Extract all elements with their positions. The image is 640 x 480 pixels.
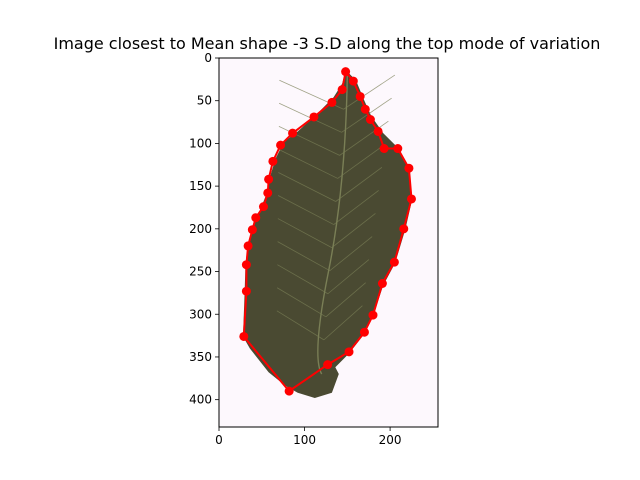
axes-frame xyxy=(218,57,439,428)
leaf-vein xyxy=(323,305,363,341)
landmark-point xyxy=(263,188,273,198)
landmark-point xyxy=(327,97,337,107)
landmark-point xyxy=(359,327,369,337)
leaf-vein xyxy=(329,236,373,271)
leaf-vein xyxy=(327,259,370,295)
landmark-outline xyxy=(242,70,413,393)
landmark-point xyxy=(241,286,251,296)
landmark-point xyxy=(241,260,251,270)
chart-title: Image closest to Mean shape -3 S.D along… xyxy=(54,34,601,53)
y-tick-label: 400 xyxy=(189,393,212,407)
landmark-point xyxy=(341,67,351,77)
landmark-point xyxy=(268,156,278,166)
landmark-point xyxy=(276,140,286,150)
landmark-point xyxy=(323,360,333,370)
landmark-point xyxy=(239,331,249,341)
landmark-point xyxy=(389,257,399,267)
y-tick-label: 250 xyxy=(189,265,212,279)
landmark-point xyxy=(393,144,403,154)
landmark-point xyxy=(404,163,414,173)
leaf-vein xyxy=(337,143,386,179)
leaf-vein xyxy=(339,120,389,156)
x-tick-label: 100 xyxy=(293,433,316,447)
leaf-vein xyxy=(325,282,366,318)
leaf-vein xyxy=(277,264,329,295)
landmark-point xyxy=(251,213,261,223)
landmark-point xyxy=(344,347,354,357)
landmark-point xyxy=(365,115,375,124)
landmark-point xyxy=(368,310,378,320)
leaf-vein xyxy=(277,241,331,272)
leaf-vein xyxy=(276,310,325,341)
x-tick-label: 0 xyxy=(215,433,223,447)
leaf-midrib xyxy=(317,75,348,375)
leaf-vein xyxy=(335,167,383,202)
leaf-vein xyxy=(277,218,332,248)
y-tick-label: 300 xyxy=(189,307,212,321)
landmark-point xyxy=(348,76,358,86)
landmark-point xyxy=(243,241,253,251)
plot-area: 0 100 200 0 50 100 150 200 250 300 350 400 xyxy=(189,51,439,447)
leaf-vein xyxy=(276,287,327,318)
y-tick-label: 350 xyxy=(189,350,212,364)
y-tick-label: 150 xyxy=(189,179,212,193)
landmark-point xyxy=(373,126,383,136)
landmark-point xyxy=(264,174,274,184)
landmark-point xyxy=(309,112,319,122)
y-tick-label: 0 xyxy=(204,51,212,65)
x-tick-label: 200 xyxy=(379,433,402,447)
y-tick-label: 50 xyxy=(197,94,212,108)
landmark-point xyxy=(360,104,370,114)
leaf-vein xyxy=(278,172,336,202)
landmark-point xyxy=(258,202,268,212)
y-tick-label: 200 xyxy=(189,222,212,236)
landmark-point xyxy=(406,194,416,204)
y-tick-label: 100 xyxy=(189,136,212,150)
leaf-vein xyxy=(333,190,379,225)
landmark-point xyxy=(377,279,387,288)
landmark-point xyxy=(379,144,389,154)
landmark-point xyxy=(284,386,294,396)
leaf-vein xyxy=(277,195,334,225)
landmark-point xyxy=(337,85,347,95)
landmark-point xyxy=(288,128,298,138)
leaf-vein xyxy=(331,213,376,248)
leaf-vein xyxy=(278,149,338,179)
leaf-vein xyxy=(341,97,392,133)
landmark-point xyxy=(247,225,257,235)
landmark-point xyxy=(399,224,409,234)
leaf-vein xyxy=(343,74,396,110)
landmark-point xyxy=(355,91,365,101)
